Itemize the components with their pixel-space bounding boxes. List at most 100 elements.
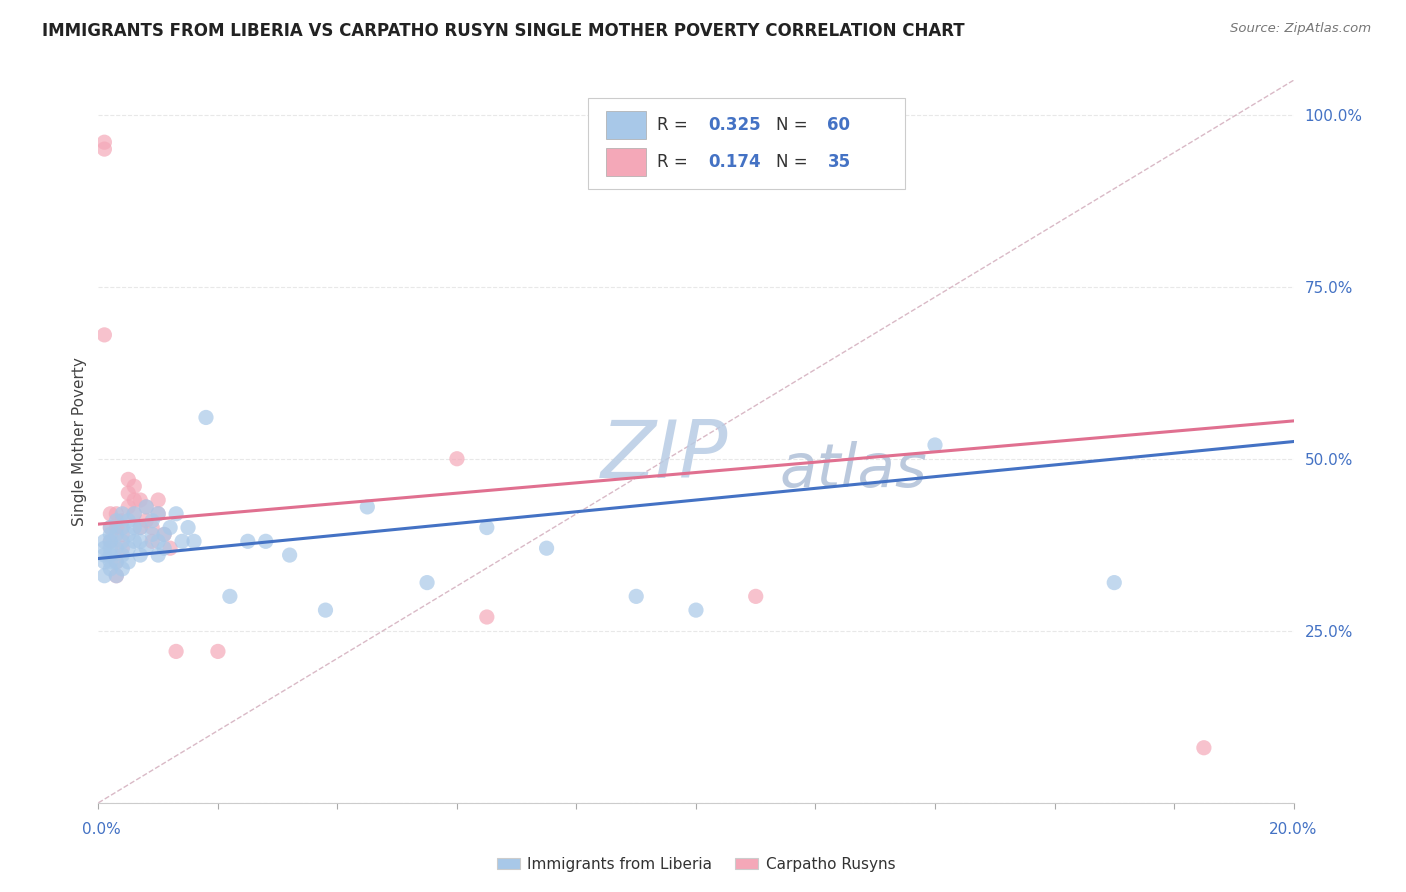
Point (111, 507, 134, 521)
Point (183, 534, 205, 549)
Point (1104, 575, 1126, 590)
Point (93, 135, 115, 149)
Point (93, 568, 115, 582)
Point (924, 438, 946, 452)
Point (135, 541, 157, 556)
Text: N =: N = (776, 116, 813, 134)
Point (105, 568, 128, 582)
Text: IMMIGRANTS FROM LIBERIA VS CARPATHO RUSYN SINGLE MOTHER POVERTY CORRELATION CHAR: IMMIGRANTS FROM LIBERIA VS CARPATHO RUSY… (42, 22, 965, 40)
Point (315, 603, 337, 617)
Point (98, 534, 122, 549)
Point (254, 534, 277, 549)
Point (236, 534, 259, 549)
Text: R =: R = (657, 116, 693, 134)
Point (129, 548, 152, 562)
Point (111, 514, 134, 528)
Point (135, 514, 157, 528)
Text: ZIP: ZIP (600, 417, 728, 495)
Point (148, 507, 170, 521)
Point (98, 534, 122, 549)
Point (141, 534, 163, 549)
Point (153, 541, 176, 556)
Point (207, 644, 229, 658)
FancyBboxPatch shape (589, 98, 905, 189)
Point (124, 534, 146, 549)
Point (141, 514, 163, 528)
Point (98, 507, 122, 521)
Point (117, 500, 139, 514)
FancyBboxPatch shape (606, 148, 645, 176)
Point (105, 555, 128, 569)
Point (105, 520, 128, 534)
Point (165, 507, 187, 521)
Text: atlas: atlas (779, 441, 928, 500)
Point (117, 514, 139, 528)
Point (416, 575, 439, 590)
Point (93, 327, 115, 342)
Point (177, 520, 200, 534)
Point (129, 534, 152, 549)
Point (93, 142, 115, 156)
Text: Source: ZipAtlas.com: Source: ZipAtlas.com (1230, 22, 1371, 36)
Point (124, 493, 146, 508)
Point (124, 520, 146, 534)
Point (98, 562, 122, 576)
Point (1192, 740, 1215, 755)
Text: 0.325: 0.325 (709, 116, 761, 134)
Point (475, 520, 498, 534)
Point (111, 520, 134, 534)
Point (117, 527, 139, 541)
Point (111, 548, 134, 562)
Point (135, 500, 157, 514)
Point (129, 520, 152, 534)
Point (745, 590, 768, 604)
Point (195, 410, 218, 425)
Point (129, 520, 152, 534)
Point (148, 493, 170, 508)
Point (111, 562, 134, 576)
Legend: Immigrants from Liberia, Carpatho Rusyns: Immigrants from Liberia, Carpatho Rusyns (491, 851, 901, 879)
Point (98, 527, 122, 541)
Point (105, 514, 128, 528)
Point (93, 534, 115, 549)
Point (105, 541, 128, 556)
Point (98, 541, 122, 556)
FancyBboxPatch shape (606, 112, 645, 139)
Point (278, 548, 301, 562)
Point (98, 520, 122, 534)
Text: 60: 60 (827, 116, 851, 134)
Point (356, 500, 378, 514)
Point (148, 534, 170, 549)
Text: R =: R = (657, 153, 693, 170)
Point (159, 541, 181, 556)
Point (475, 610, 498, 624)
Y-axis label: Single Mother Poverty: Single Mother Poverty (72, 357, 87, 526)
Point (117, 486, 139, 500)
Point (98, 548, 122, 562)
Point (105, 555, 128, 569)
Text: 0.174: 0.174 (709, 153, 761, 170)
Text: 35: 35 (827, 153, 851, 170)
Point (153, 527, 176, 541)
Point (172, 534, 194, 549)
Point (111, 534, 134, 549)
Point (446, 451, 468, 466)
Point (148, 507, 170, 521)
Point (536, 541, 558, 556)
Point (105, 507, 128, 521)
Point (148, 548, 170, 562)
Point (105, 527, 128, 541)
Point (98, 555, 122, 569)
Point (129, 493, 152, 508)
Point (93, 555, 115, 569)
Point (141, 527, 163, 541)
Point (93, 548, 115, 562)
Point (111, 541, 134, 556)
Point (111, 527, 134, 541)
Point (124, 507, 146, 521)
Point (153, 527, 176, 541)
Point (626, 590, 648, 604)
Point (135, 500, 157, 514)
Point (124, 507, 146, 521)
Point (159, 520, 181, 534)
